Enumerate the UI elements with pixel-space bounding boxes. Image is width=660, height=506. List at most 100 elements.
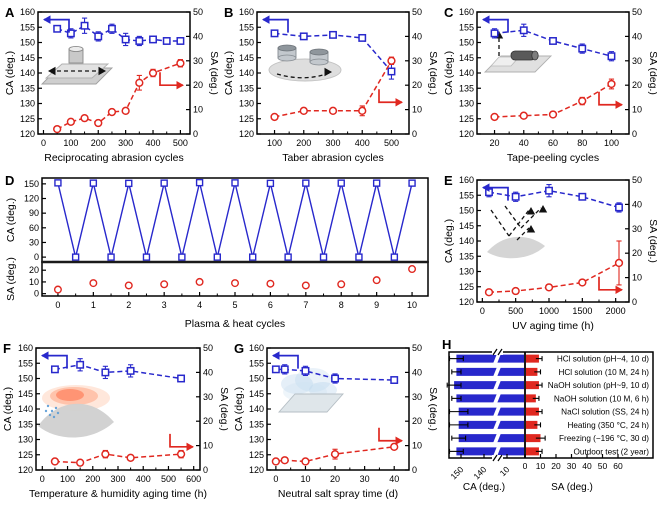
svg-text:1000: 1000 (539, 306, 559, 316)
axes: 120 125 130 135 140 145 150 155 160 0 10 20 30 40 50 10… (239, 7, 422, 148)
svg-text:125: 125 (459, 282, 474, 292)
svg-text:20: 20 (490, 138, 500, 148)
svg-text:0: 0 (632, 297, 637, 307)
svg-text:50: 50 (203, 343, 213, 353)
svg-text:20: 20 (632, 248, 642, 258)
svg-text:50: 50 (412, 7, 422, 17)
panel-letter: D (5, 173, 14, 188)
sa-series (270, 56, 396, 122)
sa-series (490, 78, 616, 122)
panel-letter: A (5, 5, 15, 20)
x-label: Temperature & humidity aging time (h) (29, 488, 207, 500)
svg-text:0: 0 (273, 474, 278, 484)
y-left-label: CA (deg.) (233, 387, 245, 431)
svg-text:60: 60 (29, 223, 39, 233)
svg-text:135: 135 (20, 83, 35, 93)
bar-row: Freezing (−196 °C, 30 d) (451, 433, 649, 444)
svg-text:30: 30 (632, 224, 642, 234)
svg-text:30: 30 (193, 56, 203, 66)
y-left-label: CA (deg.) (2, 387, 14, 431)
svg-text:130: 130 (239, 99, 254, 109)
svg-text:160: 160 (20, 7, 35, 17)
svg-text:125: 125 (20, 114, 35, 124)
svg-text:155: 155 (20, 22, 35, 32)
bar-row: NaCl solution (SS, 24 h) (448, 406, 649, 417)
ca-series (271, 364, 399, 384)
svg-text:400: 400 (136, 474, 151, 484)
svg-text:40: 40 (193, 31, 203, 41)
panel-g-salt-spray: 120 125 130 135 140 145 150 155 160 0 10 20 30 40 50 0 1… (231, 338, 437, 504)
svg-text:30: 30 (29, 237, 39, 247)
sa-axis-arrow (598, 276, 623, 294)
svg-text:600: 600 (186, 474, 201, 484)
svg-text:120: 120 (18, 465, 33, 475)
svg-text:40: 40 (582, 461, 592, 471)
panel-e-uv-aging: 120 125 130 135 140 145 150 155 160 0 10 20 30 40 50 0 5… (441, 170, 657, 336)
row-label: HCl solution (pH~4, 10 d) (557, 355, 649, 364)
svg-text:155: 155 (18, 358, 33, 368)
svg-text:40: 40 (412, 31, 422, 41)
svg-text:500: 500 (173, 138, 188, 148)
svg-text:0: 0 (41, 138, 46, 148)
svg-text:0: 0 (34, 289, 39, 299)
svg-text:8: 8 (339, 300, 344, 310)
row-label: Heating (350 °C, 24 h) (567, 421, 649, 430)
svg-text:140: 140 (459, 236, 474, 246)
panel-B-chart: 120 125 130 135 140 145 150 155 160 0 10 20 30 40 50 10… (223, 5, 437, 164)
sa-axis-arrow (159, 72, 184, 90)
bar-row: HCl solution (pH~4, 10 d) (448, 353, 649, 364)
svg-text:0: 0 (412, 129, 417, 139)
svg-text:6: 6 (268, 300, 273, 310)
svg-text:0: 0 (480, 306, 485, 316)
inset-spray-illustration (277, 368, 345, 413)
panel-C-chart: 120 125 130 135 140 145 150 155 160 0 10 20 30 40 50 20… (443, 5, 657, 164)
svg-text:30: 30 (412, 392, 422, 402)
axes: 0 30 60 90 120 150 0 10 20 0 1 2 3 4 5 6 7 8 9 10 (24, 179, 417, 310)
ca-series (54, 178, 416, 261)
svg-text:40: 40 (389, 474, 399, 484)
svg-text:30: 30 (203, 392, 213, 402)
ca-series (53, 17, 185, 47)
svg-text:10: 10 (632, 273, 642, 283)
svg-text:0: 0 (203, 465, 208, 475)
svg-text:50: 50 (598, 461, 608, 471)
svg-text:120: 120 (459, 129, 474, 139)
svg-text:130: 130 (459, 99, 474, 109)
svg-text:160: 160 (18, 343, 33, 353)
y-bottom-label: SA (deg.) (5, 257, 17, 301)
panel-d-plasma-heat-cycles: 0 30 60 90 120 150 0 10 20 0 1 2 3 4 5 6 7 8 9 10 CA (deg.) S… (2, 170, 436, 336)
svg-text:160: 160 (459, 7, 474, 17)
svg-text:40: 40 (203, 367, 213, 377)
svg-text:130: 130 (20, 99, 35, 109)
svg-text:20: 20 (632, 80, 642, 90)
svg-text:20: 20 (29, 265, 39, 275)
svg-text:100: 100 (604, 138, 619, 148)
bar-row: Outdoor test (2 year) (448, 446, 649, 457)
svg-text:30: 30 (632, 56, 642, 66)
svg-text:125: 125 (249, 450, 264, 460)
svg-text:155: 155 (459, 190, 474, 200)
svg-text:160: 160 (239, 7, 254, 17)
svg-text:140: 140 (249, 404, 264, 414)
svg-text:20: 20 (203, 416, 213, 426)
svg-text:20: 20 (193, 80, 203, 90)
panel-letter: G (234, 341, 244, 356)
svg-text:60: 60 (613, 461, 623, 471)
x-label: Taber abrasion cycles (282, 152, 384, 164)
x-label: Plasma & heat cycles (185, 318, 285, 330)
sa-series (484, 240, 624, 297)
svg-text:10: 10 (300, 474, 310, 484)
panel-f-temp-humidity-aging: 120 125 130 135 140 145 150 155 160 0 10 20 30 40 50 0 1… (0, 338, 228, 504)
svg-text:120: 120 (20, 129, 35, 139)
inset-reciprocating-illustration (40, 45, 114, 85)
panel-letter: F (3, 341, 11, 356)
svg-text:130: 130 (459, 267, 474, 277)
sa-axis-arrow (169, 433, 194, 452)
y-right-label: SA (deg.) (218, 387, 228, 431)
svg-text:500: 500 (161, 474, 176, 484)
svg-text:145: 145 (239, 53, 254, 63)
